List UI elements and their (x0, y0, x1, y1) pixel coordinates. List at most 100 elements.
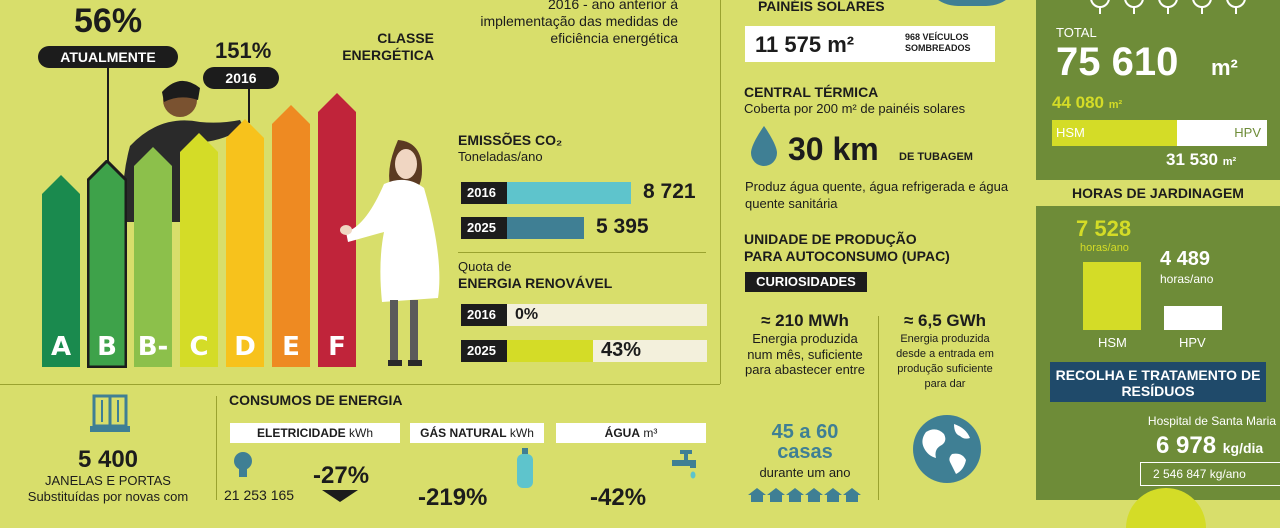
gardening-hsm-bar (1083, 262, 1141, 330)
emissions-subtitle: Toneladas/ano (458, 149, 543, 164)
windows-label: JANELAS E PORTAS (45, 473, 171, 488)
woman-figure-icon (340, 140, 440, 366)
current-pct: 56% (74, 2, 143, 40)
gardening-hpv-label: HPV (1179, 335, 1206, 350)
green-hsm-unit: m² (1108, 99, 1123, 111)
green-hsm-label: HSM (1056, 125, 1085, 140)
upac-left-desc: Energia produzida num mês, suficiente pa… (745, 331, 865, 377)
solar-title: PAINÉIS SOLARES (758, 0, 885, 14)
water-tap-icon (672, 450, 696, 479)
solar-area: 11 575 m² (755, 32, 855, 57)
renewable-title-small: Quota de (458, 259, 512, 274)
pipe-label: DE TUBAGEM (899, 151, 973, 163)
thermal-title: CENTRAL TÉRMICA (744, 84, 879, 100)
solar-globe-decoration (922, 0, 1022, 6)
water-label: ÁGUA (604, 426, 640, 440)
consumption-title: CONSUMOS DE ENERGIA (229, 392, 403, 408)
waste-yearly-box: 2 546 847 kg/ano (1140, 462, 1280, 486)
gas-change: -219% (418, 484, 488, 511)
waste-daily-value: 6 978 (1156, 432, 1217, 459)
upac-title-2: PARA AUTOCONSUMO (UPAC) (744, 248, 950, 264)
emissions-bar-2016 (507, 182, 631, 204)
rating-letter: B (97, 332, 117, 362)
past-pointer-line (248, 89, 250, 123)
electricity-box: ELETRICIDADE kWh (230, 423, 400, 443)
house-icon (767, 488, 785, 502)
rating-letter: C (189, 332, 209, 362)
green-hsm-value: 44 080 m² (1052, 93, 1122, 113)
gas-unit: kWh (509, 426, 534, 440)
thermal-desc: Produz água quente, água refrigerada e á… (745, 179, 1009, 211)
rating-arrow-6: E (271, 104, 311, 368)
waste-daily: 6 978 kg/dia (1156, 432, 1263, 460)
green-total-unit: m² (1211, 55, 1238, 80)
upac-right-value: ≈ 6,5 GWh (903, 311, 987, 330)
waste-title: RECOLHA E TRATAMENTO DE RESÍDUOS (1050, 362, 1266, 402)
emissions-year-2025: 2025 (461, 217, 507, 239)
gardening-hsm-label: HSM (1098, 335, 1127, 350)
emissions-year-2016: 2016 (461, 182, 507, 204)
rating-arrow-7: F (317, 92, 357, 368)
classe-title: CLASSE ENERGÉTICA (342, 30, 434, 63)
past-pct: 151% (215, 38, 272, 63)
green-hpv-unit: m² (1222, 156, 1237, 168)
electricity-label: ELETRICIDADE (256, 426, 346, 440)
green-hpv-number: 31 530 (1166, 150, 1218, 169)
green-hsm-number: 44 080 (1052, 93, 1104, 112)
down-arrow-icon (322, 490, 358, 502)
lightbulb-icon (234, 452, 252, 477)
renewable-value-2025: 43% (601, 339, 642, 361)
vertical-divider (216, 396, 217, 500)
house-icon (748, 488, 766, 502)
windows-value: 5 400 (77, 446, 139, 473)
current-pointer-line (107, 68, 109, 162)
column-divider (720, 0, 721, 384)
gardening-hpv-value: 4 489 (1160, 248, 1211, 270)
rating-arrow-2: B (87, 160, 127, 368)
gardening-hpv-bar (1164, 306, 1222, 331)
renewable-year-2025: 2025 (461, 340, 507, 362)
upac-divider (878, 316, 879, 500)
green-hpv-value: 31 530 m² (1166, 150, 1236, 170)
renewable-year-2016: 2016 (461, 304, 507, 326)
water-box: ÁGUA m³ (556, 423, 706, 443)
green-split-bar: HSM HPV (1052, 120, 1267, 146)
house-icon (786, 488, 804, 502)
green-total-label: TOTAL (1056, 25, 1097, 40)
electricity-unit: kWh (349, 426, 373, 440)
rating-letter: D (234, 332, 256, 362)
rating-letter: A (50, 332, 72, 362)
rating-arrow-5: D (225, 118, 265, 368)
emissions-row-2025: 2025 5 395 (461, 215, 701, 239)
water-unit: m³ (643, 426, 658, 440)
green-spaces-panel: TOTAL 75 610 m² 44 080 m² HSM HPV 31 530… (1036, 0, 1280, 528)
upac-right-desc: Energia produzida desde a entrada em pro… (896, 333, 994, 390)
house-icon (824, 488, 842, 502)
thermal-subtitle: Coberta por 200 m² de painéis solares (744, 101, 966, 116)
waste-daily-unit: kg/dia (1222, 440, 1264, 456)
rating-letter: B- (137, 332, 169, 362)
rating-arrow-4: C (179, 132, 219, 368)
upac-left-highlight: 45 a 60 casas (771, 421, 839, 463)
emissions-row-2016: 2016 8 721 (461, 180, 701, 204)
tree-icons (1090, 0, 1246, 14)
rating-arrow-3: B- (133, 146, 173, 368)
windows-desc: Substituídas por novas com (27, 489, 189, 504)
water-drop-icon (751, 126, 777, 166)
gardening-hsm-value: 7 528 (1076, 216, 1132, 241)
divider (458, 252, 706, 253)
house-icon (805, 488, 823, 502)
green-hsm-fill (1052, 120, 1177, 146)
gardening-hpv-unit: horas/ano (1160, 272, 1214, 286)
upac-left-tail: durante um ano (759, 465, 851, 480)
rating-letter: E (282, 332, 300, 362)
window-icon (90, 394, 130, 432)
current-label: ATUALMENTE (38, 46, 178, 68)
electricity-change: -27% (313, 462, 370, 489)
upac-title-1: UNIDADE DE PRODUÇÃO (744, 231, 917, 247)
renewable-row-2025: 2025 43% (461, 339, 707, 362)
water-change: -42% (590, 484, 647, 511)
horizontal-divider (0, 384, 720, 385)
renewable-row-2016: 2016 0% (461, 304, 707, 326)
gas-cylinder-icon (517, 448, 533, 488)
